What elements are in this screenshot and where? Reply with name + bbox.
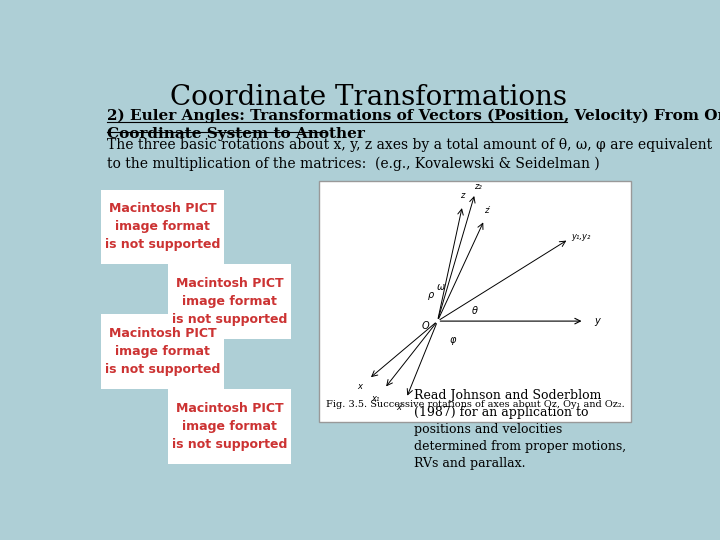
Text: φ: φ (450, 335, 456, 346)
Text: x₁: x₁ (371, 394, 379, 403)
Text: ρ: ρ (428, 289, 434, 300)
Text: x: x (357, 382, 362, 391)
Text: Macintosh PICT
image format
is not supported: Macintosh PICT image format is not suppo… (172, 278, 287, 326)
Bar (168, 265, 291, 339)
Text: Macintosh PICT
image format
is not supported: Macintosh PICT image format is not suppo… (172, 402, 287, 451)
Text: The three basic rotations about x, y, z axes by a total amount of θ, ω, φ are eq: The three basic rotations about x, y, z … (107, 138, 712, 171)
Text: 2) Euler Angles: Transformations of Vectors (Position, Velocity) From One
Coordi: 2) Euler Angles: Transformations of Vect… (107, 109, 720, 141)
Text: θ: θ (472, 307, 478, 316)
Text: O: O (421, 321, 429, 331)
Bar (101, 190, 224, 265)
Text: z: z (460, 191, 464, 200)
Text: y₁,y₂: y₁,y₂ (572, 232, 591, 241)
Text: Read Johnson and Soderblom
(1987) for an application to
positions and velocities: Read Johnson and Soderblom (1987) for an… (413, 389, 626, 470)
Text: Macintosh PICT
image format
is not supported: Macintosh PICT image format is not suppo… (105, 202, 220, 252)
Bar (101, 314, 224, 389)
Text: z₂: z₂ (474, 181, 482, 191)
Text: y: y (594, 316, 600, 326)
Bar (319, 181, 631, 422)
Bar (168, 389, 291, 464)
Text: Macintosh PICT
image format
is not supported: Macintosh PICT image format is not suppo… (105, 327, 220, 376)
Text: Coordinate Transformations: Coordinate Transformations (171, 84, 567, 111)
Text: z′: z′ (485, 206, 490, 215)
Text: x′: x′ (397, 403, 403, 413)
Text: ω: ω (436, 282, 445, 292)
Text: Fig. 3.5. Successive rotations of axes about Oz, Oy₁ and Oz₂.: Fig. 3.5. Successive rotations of axes a… (325, 401, 624, 409)
